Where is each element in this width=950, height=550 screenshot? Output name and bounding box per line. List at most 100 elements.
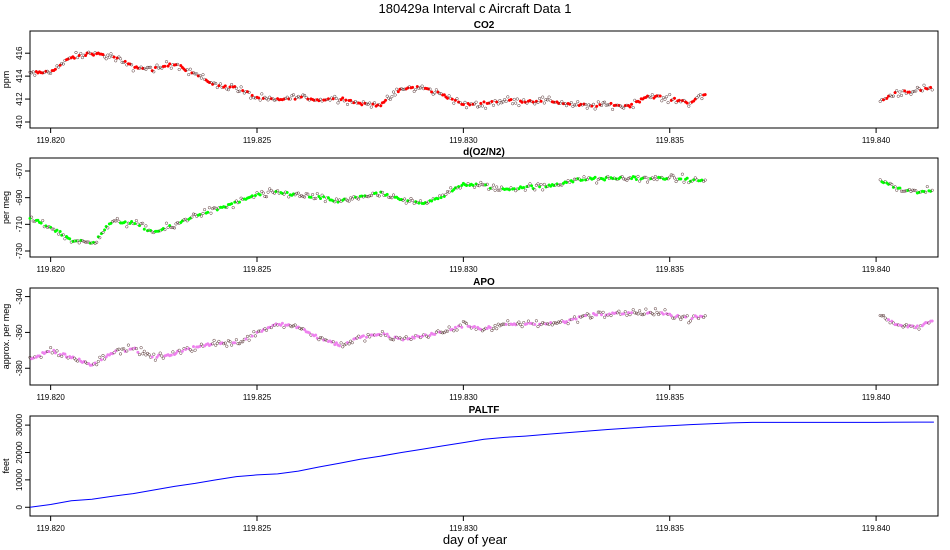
data-point bbox=[650, 93, 654, 97]
data-point bbox=[361, 334, 365, 338]
data-point bbox=[312, 197, 316, 201]
data-point bbox=[309, 195, 313, 199]
data-point bbox=[641, 313, 645, 317]
data-point bbox=[526, 184, 530, 188]
data-point bbox=[511, 102, 515, 106]
data-point bbox=[77, 241, 81, 245]
data-point bbox=[587, 103, 591, 107]
data-point bbox=[190, 215, 194, 219]
data-point bbox=[617, 309, 621, 313]
data-point bbox=[152, 70, 156, 74]
data-point bbox=[247, 338, 251, 342]
data-point bbox=[349, 98, 353, 102]
data-point bbox=[390, 95, 394, 99]
data-point bbox=[61, 233, 65, 237]
data-point bbox=[239, 340, 243, 344]
data-point bbox=[886, 182, 891, 186]
data-point bbox=[160, 354, 164, 358]
data-point bbox=[245, 90, 250, 94]
data-point bbox=[601, 310, 605, 314]
data-point bbox=[282, 325, 286, 329]
data-point bbox=[328, 98, 332, 102]
data-point bbox=[385, 192, 389, 196]
data-point bbox=[406, 86, 410, 90]
y-tick-label: 416 bbox=[15, 46, 24, 60]
data-point bbox=[355, 196, 359, 200]
data-point bbox=[426, 335, 430, 339]
data-point bbox=[169, 353, 173, 357]
data-point bbox=[660, 99, 664, 103]
data-point bbox=[685, 176, 689, 180]
data-point bbox=[117, 219, 121, 223]
data-point bbox=[406, 199, 410, 203]
data-point bbox=[201, 211, 205, 215]
data-point bbox=[445, 190, 450, 194]
data-point bbox=[603, 315, 607, 319]
data-point bbox=[44, 224, 48, 228]
y-tick-label: 410 bbox=[15, 115, 24, 129]
y-axis-label: per meg bbox=[1, 191, 11, 224]
data-point bbox=[353, 195, 357, 199]
data-point bbox=[485, 182, 489, 186]
data-point bbox=[176, 349, 180, 353]
data-point bbox=[96, 235, 100, 239]
data-point bbox=[323, 199, 327, 204]
y-tick-label: -360 bbox=[15, 324, 24, 341]
data-point bbox=[147, 353, 151, 357]
data-point bbox=[155, 63, 159, 67]
data-point bbox=[41, 219, 45, 223]
data-point bbox=[85, 240, 89, 244]
data-point bbox=[587, 313, 591, 317]
data-point bbox=[125, 225, 129, 229]
data-point bbox=[509, 98, 513, 102]
data-point bbox=[33, 73, 37, 77]
data-point bbox=[80, 239, 84, 243]
data-point bbox=[438, 92, 442, 96]
data-point bbox=[333, 94, 337, 98]
data-point bbox=[644, 175, 648, 179]
data-point bbox=[215, 85, 219, 90]
data-point bbox=[345, 199, 350, 203]
data-point bbox=[345, 102, 350, 106]
data-point bbox=[252, 330, 256, 334]
data-point bbox=[166, 225, 170, 230]
data-point bbox=[929, 189, 933, 193]
panel-title: PALTF bbox=[469, 405, 500, 416]
data-point bbox=[409, 337, 413, 342]
data-point bbox=[231, 206, 235, 210]
data-point bbox=[541, 95, 545, 99]
data-point bbox=[185, 68, 189, 72]
y-tick-label: 20000 bbox=[15, 441, 24, 464]
data-point bbox=[149, 228, 153, 233]
data-point bbox=[115, 56, 119, 60]
data-point bbox=[477, 104, 481, 108]
data-point bbox=[247, 90, 251, 94]
data-point bbox=[195, 72, 199, 76]
data-point bbox=[700, 97, 704, 101]
data-point bbox=[314, 196, 318, 200]
data-point bbox=[384, 98, 388, 102]
data-point bbox=[215, 208, 219, 212]
data-point bbox=[230, 82, 234, 87]
data-point bbox=[411, 199, 415, 203]
data-point bbox=[479, 180, 483, 184]
x-tick-label: 119.820 bbox=[36, 393, 65, 402]
data-point bbox=[385, 94, 389, 98]
data-point bbox=[134, 219, 138, 223]
data-point bbox=[536, 182, 540, 186]
data-point bbox=[163, 64, 167, 68]
data-point bbox=[639, 312, 643, 316]
data-point bbox=[363, 101, 367, 105]
data-point bbox=[428, 333, 432, 337]
data-point bbox=[222, 342, 226, 346]
data-point bbox=[391, 193, 396, 197]
data-point bbox=[314, 333, 318, 337]
data-point bbox=[391, 90, 396, 94]
data-point bbox=[538, 185, 542, 189]
data-point bbox=[112, 55, 116, 59]
data-point bbox=[55, 228, 59, 232]
data-point bbox=[412, 336, 416, 340]
data-point bbox=[622, 106, 626, 110]
data-point bbox=[417, 86, 421, 90]
